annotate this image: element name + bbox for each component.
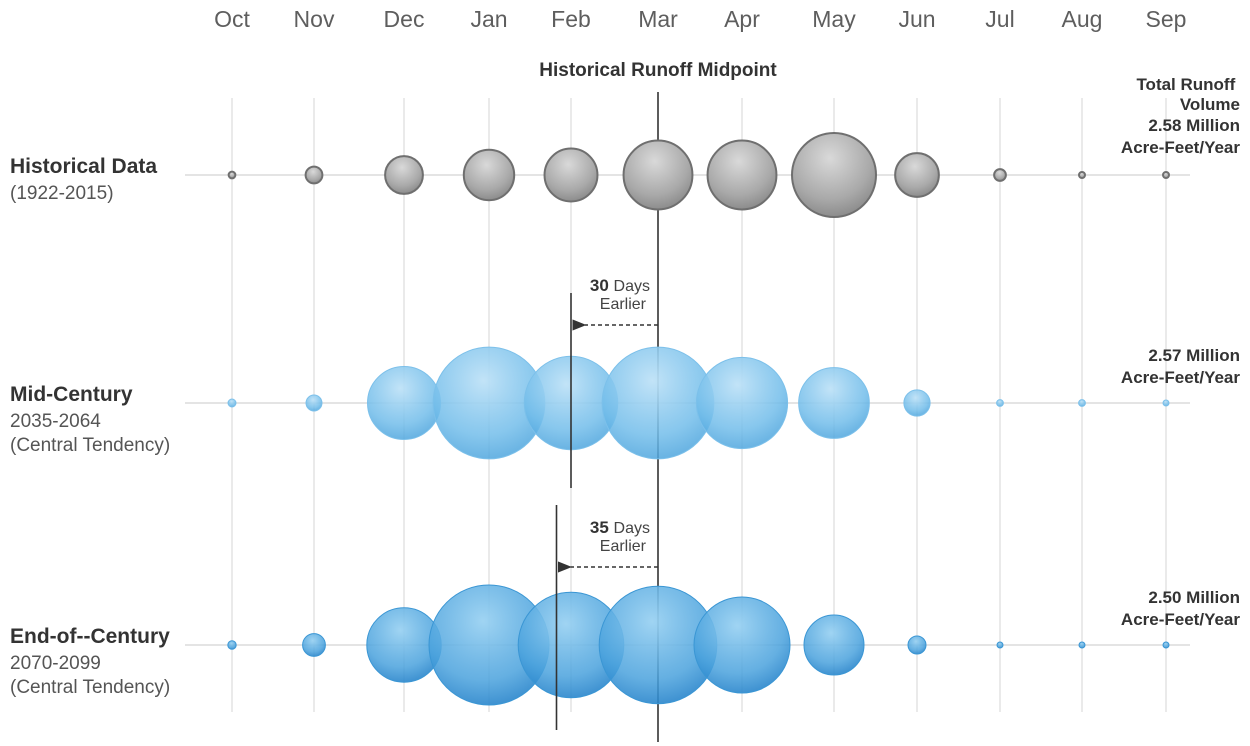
bubble-historical-data-dec	[384, 155, 424, 195]
bubble-mid-century-aug	[1078, 399, 1086, 407]
bubble-historical-data-jan	[462, 148, 516, 202]
bubble-mid-century-sep	[1162, 399, 1170, 407]
bubble-mid-century-dec	[367, 366, 441, 440]
total-volume-end-of-century: 2.50 Million	[1148, 588, 1240, 607]
bubble-end-of-century-sep	[1162, 641, 1170, 649]
total-volume-unit-end-of-century: Acre-Feet/Year	[1121, 610, 1240, 629]
row-period-historical-data: (1922-2015)	[10, 183, 114, 204]
chart-title: Historical Runoff Midpoint	[539, 60, 777, 81]
bubble-end-of-century-nov	[302, 633, 326, 657]
month-label-may: May	[812, 6, 856, 32]
bubble-end-of-century-oct	[227, 640, 237, 650]
bubble-mid-century-nov	[305, 394, 323, 412]
month-label-jul: Jul	[985, 6, 1014, 32]
bubble-historical-data-apr	[706, 139, 778, 211]
volume-header-line1: Total Runoff	[1136, 75, 1235, 94]
month-label-oct: Oct	[214, 6, 250, 32]
month-label-mar: Mar	[638, 6, 678, 32]
bubble-end-of-century-apr	[693, 596, 791, 694]
shift-unit-end-of-century: Days	[614, 520, 650, 537]
row-period-mid-century: 2035-2064	[10, 411, 101, 432]
bubble-end-of-century-may	[803, 614, 865, 676]
row-title-historical-data: Historical Data	[10, 155, 157, 178]
bubble-historical-data-oct	[227, 170, 237, 180]
month-label-jun: Jun	[898, 6, 935, 32]
bubble-historical-data-mar	[622, 139, 694, 211]
bubble-historical-data-jun	[894, 152, 940, 198]
month-label-nov: Nov	[294, 6, 335, 32]
bubble-end-of-century-jun	[907, 635, 927, 655]
shift-days-end-of-century: 35	[590, 518, 614, 537]
bubble-historical-data-aug	[1078, 171, 1086, 179]
bubble-mid-century-jun	[903, 389, 931, 417]
bubble-end-of-century-jul	[996, 641, 1004, 649]
bubble-end-of-century-aug	[1078, 641, 1086, 649]
month-label-feb: Feb	[551, 6, 591, 32]
shift-label-mid-century: 30 Days	[590, 276, 650, 295]
total-volume-unit-historical-data: Acre-Feet/Year	[1121, 138, 1240, 157]
shift-label-end-of-century: 35 Days	[590, 518, 650, 537]
row-labels: Historical Data (1922-2015) 2.58 Million Ac…	[10, 116, 1240, 698]
total-volume-historical-data: 2.58 Million	[1148, 116, 1240, 135]
month-label-sep: Sep	[1146, 6, 1187, 32]
row-note-end-of-century: (Central Tendency)	[10, 677, 170, 698]
row-period-end-of-century: 2070-2099	[10, 653, 101, 674]
bubble-historical-data-jul	[993, 168, 1007, 182]
month-label-aug: Aug	[1062, 6, 1103, 32]
bubble-historical-data-may	[791, 132, 877, 218]
bubble-mid-century-apr	[695, 356, 789, 450]
volume-header: Total Runoff Volume	[1136, 75, 1240, 114]
month-label-apr: Apr	[724, 6, 760, 32]
total-volume-unit-mid-century: Acre-Feet/Year	[1121, 368, 1240, 387]
bubble-historical-data-sep	[1162, 171, 1170, 179]
bubble-row-historical-data	[227, 132, 1170, 218]
bubble-mid-century-may	[798, 367, 870, 439]
shift-unit-mid-century: Days	[614, 278, 650, 295]
month-axis-labels: Oct Nov Dec Jan Feb Mar Apr May Jun Jul Aug Sep	[214, 6, 1186, 32]
bubble-row-end-of-century	[227, 584, 1170, 706]
shift-earlier-end-of-century: Earlier	[600, 538, 647, 555]
month-label-jan: Jan	[470, 6, 507, 32]
volume-header-line2: Volume	[1180, 95, 1240, 114]
row-title-mid-century: Mid-Century	[10, 383, 133, 406]
total-volume-mid-century: 2.57 Million	[1148, 346, 1240, 365]
bubble-rows	[227, 132, 1170, 706]
shift-earlier-mid-century: Earlier	[600, 296, 647, 313]
bubble-historical-data-feb	[543, 147, 599, 203]
bubble-mid-century-jul	[996, 399, 1004, 407]
row-title-end-of-century: End-of--Century	[10, 625, 170, 648]
row-note-mid-century: (Central Tendency)	[10, 435, 170, 456]
bubble-historical-data-nov	[304, 165, 324, 185]
month-label-dec: Dec	[384, 6, 425, 32]
shift-days-mid-century: 30	[590, 276, 614, 295]
bubble-mid-century-oct	[227, 398, 237, 408]
